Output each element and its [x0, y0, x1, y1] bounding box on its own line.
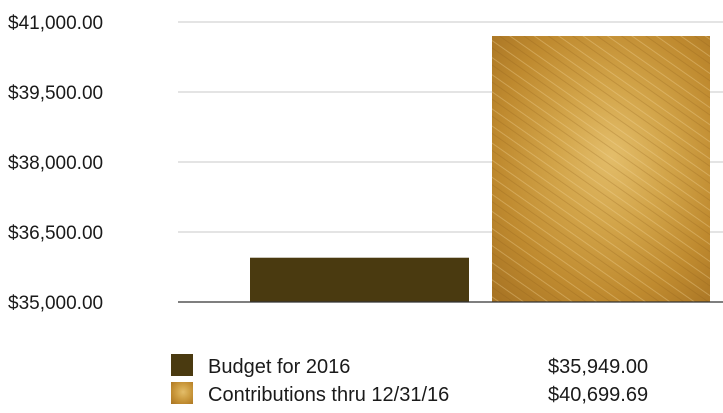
legend-value: $40,699.69	[548, 384, 648, 406]
legend-swatch-contributions	[171, 382, 193, 404]
legend: Budget for 2016 $35,949.00 Contributions t…	[171, 354, 648, 406]
legend-swatch-budget	[171, 354, 193, 376]
bar-budget	[250, 257, 469, 302]
y-axis-ticks: $35,000.00 $36,500.00 $38,000.00 $39,500.00…	[8, 13, 103, 314]
legend-label: Contributions thru 12/31/16	[208, 384, 449, 406]
bars	[250, 36, 710, 302]
bar-texture	[492, 36, 710, 302]
y-tick-label: $36,500.00	[8, 223, 103, 244]
y-tick-label: $38,000.00	[8, 153, 103, 174]
y-tick-label: $35,000.00	[8, 293, 103, 314]
legend-label: Budget for 2016	[208, 356, 350, 378]
y-tick-label: $41,000.00	[8, 13, 103, 34]
y-tick-label: $39,500.00	[8, 83, 103, 104]
legend-value: $35,949.00	[548, 356, 648, 378]
